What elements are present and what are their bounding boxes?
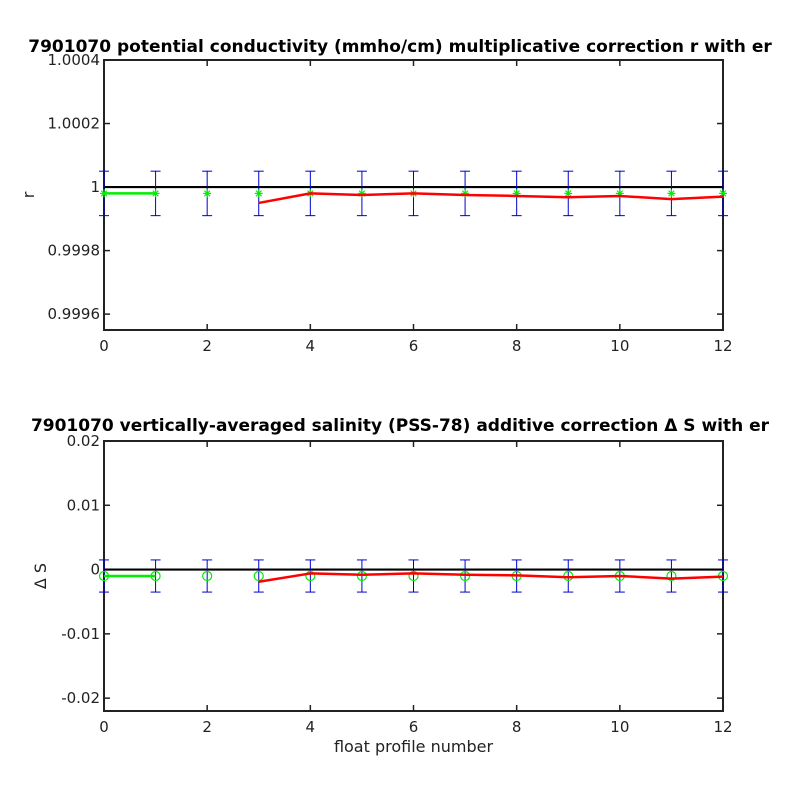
y-tick-label: 1.0004 (48, 51, 101, 69)
y-tick-label: 0.9998 (48, 242, 101, 260)
chart-title: 7901070 potential conductivity (mmho/cm)… (28, 37, 772, 57)
x-tick-label: 4 (306, 337, 316, 355)
data-point (150, 570, 161, 582)
red-series-line (258, 572, 724, 584)
y-tick-label: 0 (90, 561, 100, 579)
asterisk-stroke (100, 190, 108, 197)
y-tick-label: -0.01 (61, 625, 100, 643)
x-axis-label: float profile number (334, 737, 494, 756)
data-point (203, 189, 212, 198)
x-tick-label: 10 (610, 718, 629, 736)
chart-conductivity-correction: 7901070 potential conductivity (mmho/cm)… (19, 37, 772, 355)
asterisk-stroke (203, 190, 211, 197)
x-tick-label: 4 (306, 718, 316, 736)
x-tick-label: 0 (99, 337, 109, 355)
data-point (202, 570, 213, 582)
y-tick-label: 1.0002 (48, 115, 101, 133)
x-tick-label: 12 (713, 718, 732, 736)
data-point (719, 189, 727, 198)
x-tick-label: 8 (512, 718, 522, 736)
x-tick-label: 10 (610, 337, 629, 355)
x-tick-label: 0 (99, 718, 109, 736)
chart-salinity-correction: 7901070 vertically-averaged salinity (PS… (31, 416, 770, 756)
y-tick-label: 0.02 (67, 432, 100, 450)
y-axis-label: r (19, 191, 38, 198)
data-point (254, 189, 263, 198)
data-point (253, 570, 264, 582)
data-point (151, 189, 160, 198)
data-point (100, 189, 108, 198)
asterisk-stroke (719, 190, 727, 197)
x-tick-label: 2 (202, 337, 212, 355)
y-tick-label: 0.9996 (48, 305, 101, 323)
data-point (408, 570, 419, 582)
asterisk-stroke (152, 190, 159, 197)
chart-title: 7901070 vertically-averaged salinity (PS… (31, 416, 770, 436)
y-tick-label: 0.01 (67, 496, 100, 514)
asterisk-stroke (255, 190, 262, 197)
data-point (305, 570, 316, 582)
asterisk-stroke (565, 190, 572, 197)
y-tick-label: -0.02 (61, 689, 100, 707)
data-point (666, 570, 677, 582)
data-point (98, 570, 110, 582)
x-tick-label: 2 (202, 718, 212, 736)
y-tick-label: 1 (90, 178, 100, 196)
data-point (356, 570, 368, 582)
asterisk-stroke (668, 190, 675, 197)
x-tick-label: 6 (409, 337, 419, 355)
y-axis-label: Δ S (31, 563, 50, 589)
red-series-line (258, 192, 724, 205)
data-point (667, 189, 676, 198)
x-tick-label: 12 (713, 337, 732, 355)
x-tick-label: 8 (512, 337, 522, 355)
x-tick-label: 6 (409, 718, 419, 736)
